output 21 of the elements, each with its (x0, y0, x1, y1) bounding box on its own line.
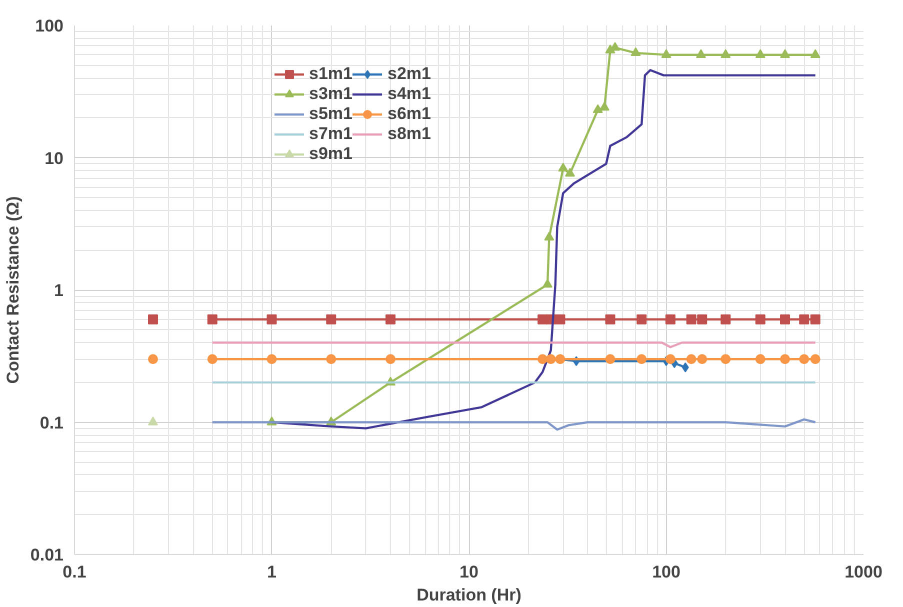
y-tick-label: 1 (54, 281, 64, 300)
x-tick-label: 1 (267, 562, 276, 582)
legend-label: s3m1 (309, 84, 352, 104)
y-tick-label: 100 (35, 16, 64, 36)
legend-label: s8m1 (387, 124, 431, 144)
legend-label: s4m1 (387, 84, 431, 104)
y-tick-label: 0.1 (40, 413, 64, 432)
y-axis-title: Contact Resistance (Ω) (3, 196, 22, 384)
y-tick-label: 0.01 (30, 546, 64, 564)
legend-label: s5m1 (309, 104, 352, 124)
legend-label: s2m1 (387, 64, 431, 84)
x-tick-label: 0.1 (62, 562, 86, 582)
legend-label: s9m1 (309, 144, 352, 164)
x-axis-title: Duration (Hr) (416, 586, 522, 604)
x-tick-label: 100 (652, 562, 680, 582)
legend-label: s7m1 (309, 124, 352, 144)
x-tick-label: 1000 (844, 562, 882, 582)
x-tick-label: 10 (460, 562, 478, 582)
y-tick-label: 10 (44, 148, 64, 168)
legend-label: s6m1 (387, 104, 431, 124)
legend-label: s1m1 (309, 64, 352, 84)
